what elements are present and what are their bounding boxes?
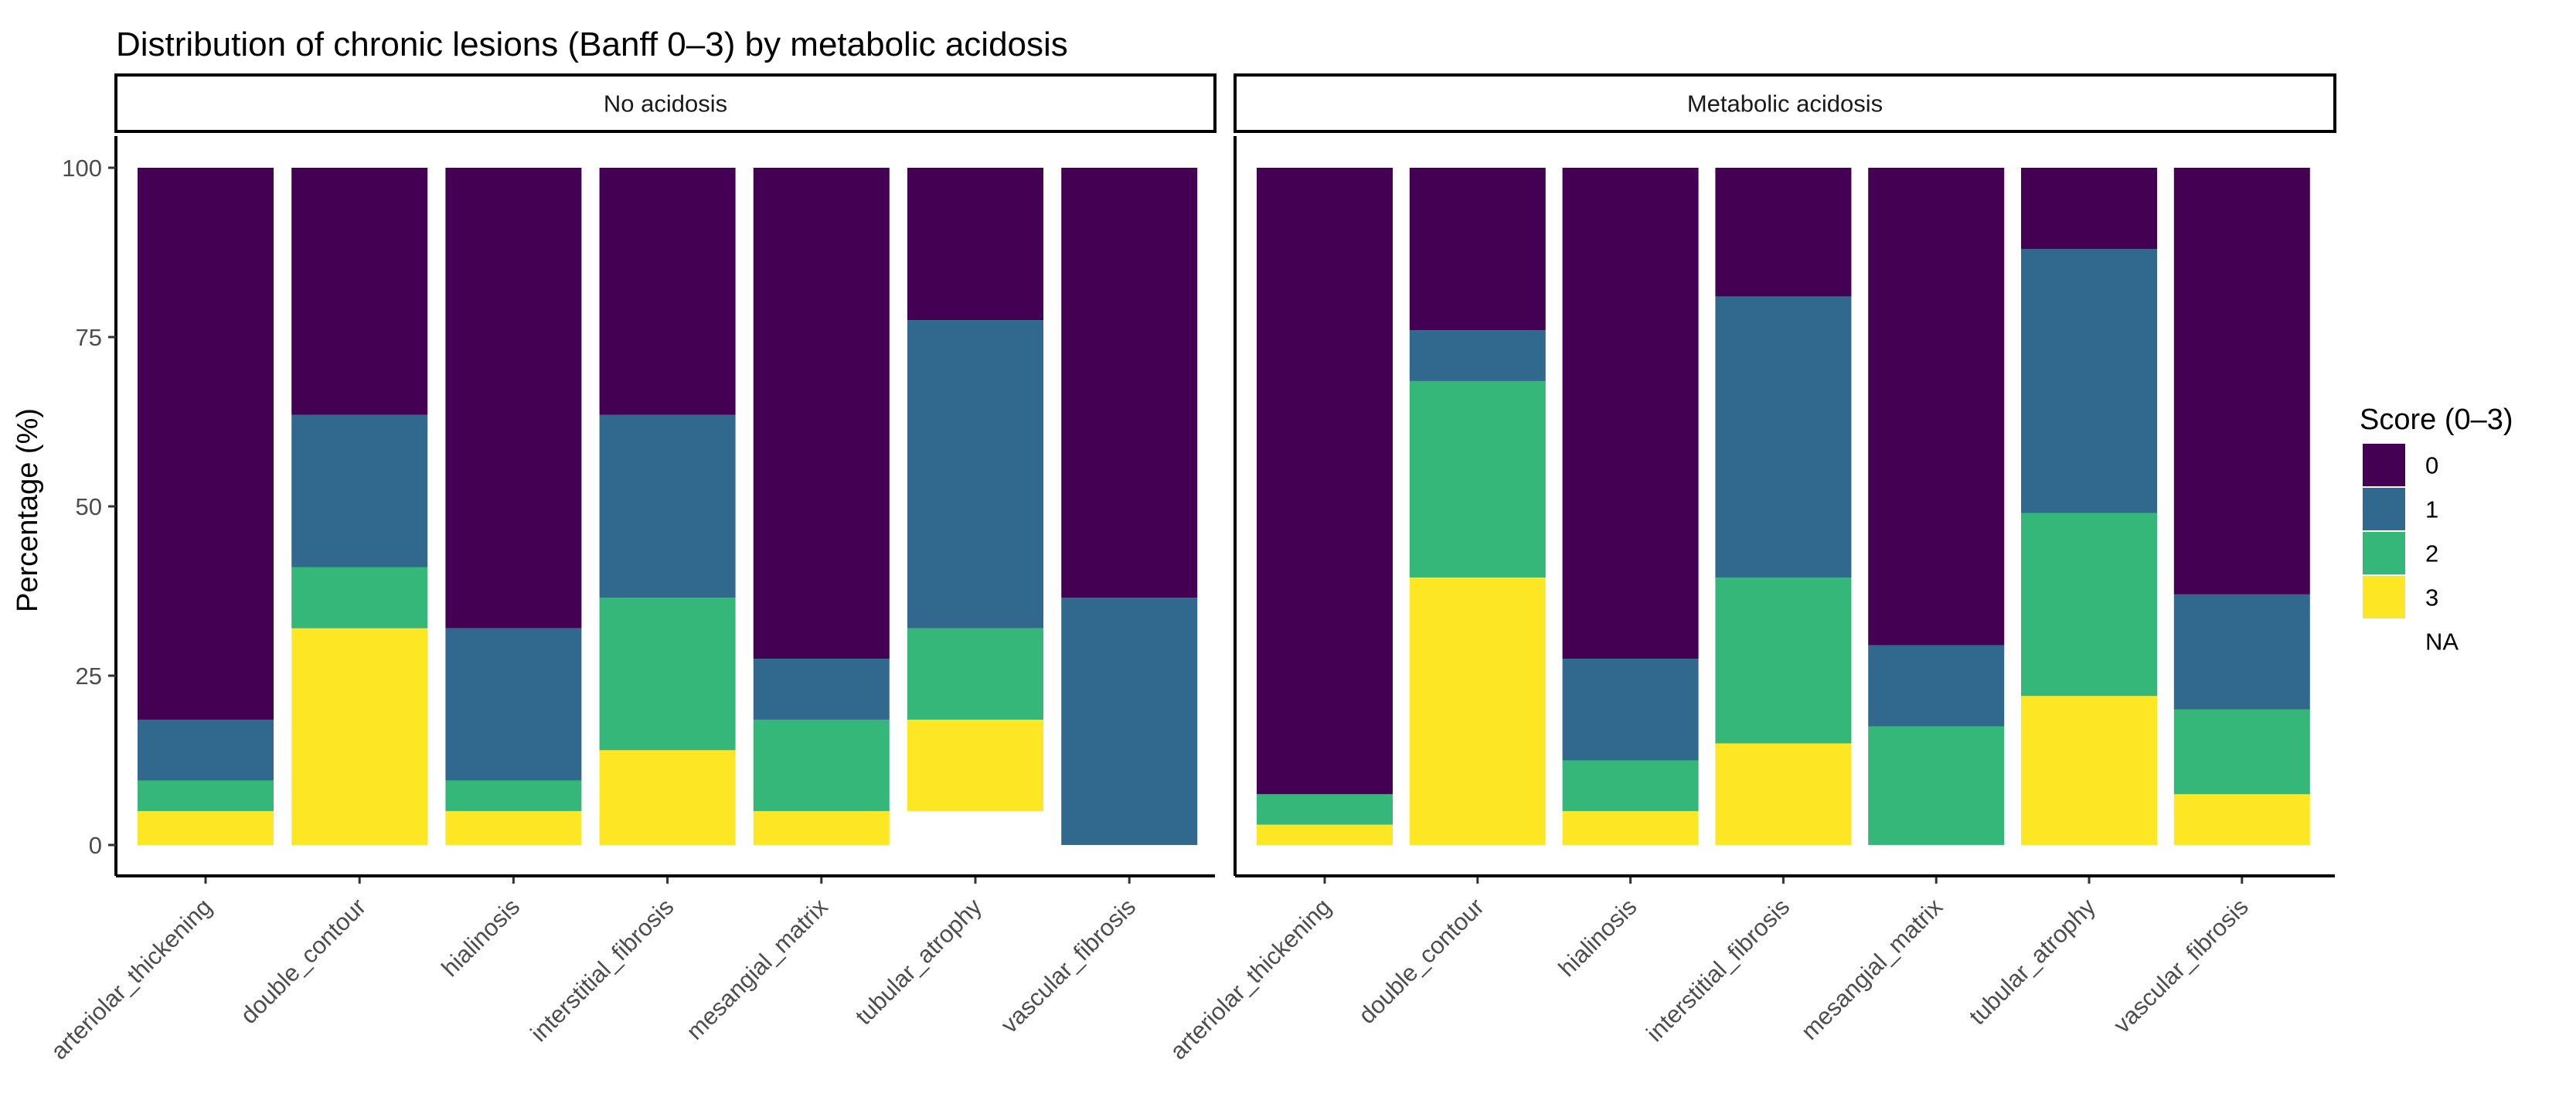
bar-segment: [2173, 594, 2310, 710]
bar-segment: [1409, 380, 1546, 577]
x-tick-label: arteriolar_thickening: [1165, 893, 1336, 1065]
x-tick-label: vascular_fibrosis: [2108, 893, 2254, 1038]
bar-segment: [907, 628, 1043, 720]
bar-segment: [2021, 168, 2157, 250]
facet-strip: [114, 73, 1217, 133]
bar-segment: [2021, 696, 2157, 845]
bar-segment: [753, 168, 890, 659]
y-tick-label: 25: [76, 663, 102, 690]
bar-segment: [1562, 811, 1699, 845]
bar-segment: [599, 750, 736, 845]
x-tick-label: mesangial_matrix: [1796, 893, 1948, 1045]
bar-segment: [1257, 168, 1393, 795]
y-axis-label: Percentage (%): [12, 408, 44, 612]
bar-segment: [291, 414, 428, 567]
y-tick-label: 75: [76, 324, 102, 351]
x-tick-label: interstitial_fibrosis: [1641, 893, 1795, 1047]
bar-segment: [1409, 577, 1546, 845]
bar-segment: [291, 628, 428, 845]
bar-segment: [1061, 598, 1198, 845]
x-tick-label: mesangial_matrix: [681, 893, 833, 1045]
bar-segment: [445, 780, 582, 812]
bar-segment: [1715, 743, 1852, 845]
bar-segment: [291, 168, 428, 415]
bar-segment: [1061, 168, 1198, 598]
bar-segment: [1715, 296, 1852, 577]
bar-segment: [907, 168, 1043, 321]
x-tick-label: tubular_atrophy: [850, 893, 987, 1030]
facet-strip-label: Metabolic acidosis: [1687, 90, 1883, 118]
legend: Score (0–3) 0 1 2 3 NA: [2360, 404, 2513, 663]
bar-segment: [1409, 168, 1546, 331]
legend-key: [2363, 576, 2405, 618]
panel-metabolic-acidosis: Metabolic acidosis arteriolar_thickening d…: [1165, 73, 2336, 1065]
bar-segment: [907, 320, 1043, 629]
bar-segment: [599, 414, 736, 598]
bar-segment: [445, 168, 582, 629]
bar-segment: [753, 719, 890, 812]
legend-label: 3: [2425, 584, 2438, 612]
x-tick-label: double_contour: [1353, 893, 1489, 1029]
legend-key: [2363, 444, 2405, 486]
x-tick-label: hialinosis: [436, 893, 525, 982]
panel-no-acidosis: No acidosis arteriolar_thickening double_c…: [46, 73, 1217, 1065]
facet-strip-label: No acidosis: [604, 90, 727, 118]
bar-segment: [907, 811, 1043, 845]
bar-segment: [1715, 577, 1852, 744]
bar-segment: [2173, 168, 2310, 594]
bar-segment: [291, 567, 428, 629]
y-tick-label: 100: [62, 155, 102, 182]
x-tick-label: hialinosis: [1553, 893, 1642, 982]
bar-segment: [753, 811, 890, 845]
bar-segment: [2021, 249, 2157, 513]
legend-label: NA: [2425, 629, 2459, 656]
bar-segment: [1562, 168, 1699, 659]
x-tick-label: tubular_atrophy: [1964, 893, 2101, 1030]
chart-title: Distribution of chronic lesions (Banff 0…: [116, 26, 1068, 63]
x-tick-label: arteriolar_thickening: [46, 893, 217, 1065]
y-tick-label: 0: [89, 832, 102, 859]
bar-segment: [1868, 726, 2005, 845]
bar-segment: [1868, 168, 2005, 646]
legend-key: [2363, 532, 2405, 574]
x-tick-label: vascular_fibrosis: [995, 893, 1141, 1038]
bar-segment: [445, 628, 582, 781]
bar-segment: [1562, 760, 1699, 812]
bar-segment: [445, 811, 582, 845]
bar-segment: [2173, 709, 2310, 795]
bar-segment: [1715, 168, 1852, 297]
bar-segment: [138, 168, 274, 720]
x-tick-label: interstitial_fibrosis: [526, 893, 679, 1047]
facet-strip: [1234, 73, 2336, 133]
bar-segment: [753, 659, 890, 720]
legend-label: 1: [2425, 496, 2438, 523]
bar-segment: [138, 811, 274, 845]
x-tick-label: double_contour: [235, 893, 371, 1029]
legend-label: 0: [2425, 452, 2438, 479]
bar-segment: [907, 719, 1043, 812]
legend-label: 2: [2425, 540, 2438, 567]
bar-segment: [1257, 824, 1393, 845]
legend-key: [2363, 488, 2405, 530]
bar-segment: [138, 719, 274, 781]
bar-segment: [599, 168, 736, 415]
bar-segment: [1562, 659, 1699, 761]
legend-key: [2363, 620, 2405, 663]
bar-segment: [2021, 513, 2157, 697]
y-tick-label: 50: [76, 493, 102, 520]
bar-segment: [138, 780, 274, 812]
bar-segment: [599, 598, 736, 751]
bar-segment: [1409, 330, 1546, 381]
legend-title: Score (0–3): [2360, 404, 2513, 436]
bar-segment: [1868, 645, 2005, 727]
bar-segment: [2173, 794, 2310, 845]
bar-segment: [1257, 794, 1393, 825]
